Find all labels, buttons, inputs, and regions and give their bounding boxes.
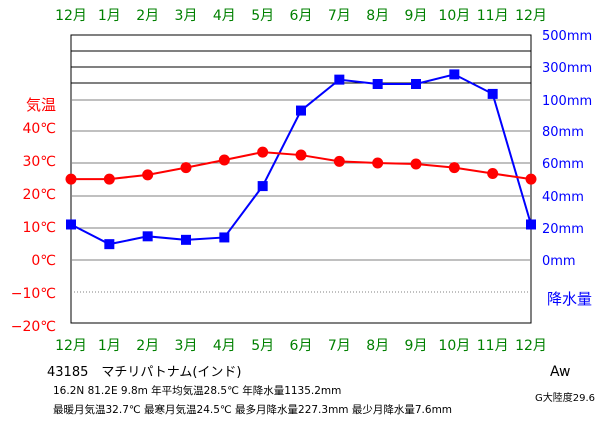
precipitation-point	[257, 181, 268, 192]
bottom-month-label: 7月	[328, 338, 351, 354]
bottom-month-labels: 12月 1月 2月 3月 4月 5月 6月 7月 8月 9月 10月 11月 12月	[55, 338, 547, 354]
precipitation-tick-label: 20mm	[542, 222, 584, 237]
temperature-point	[295, 149, 307, 161]
temperature-point	[142, 169, 154, 181]
bottom-month-label: 6月	[290, 338, 313, 354]
bottom-month-label: 4月	[213, 338, 236, 354]
precipitation-tick-label: 60mm	[542, 157, 584, 172]
temperature-tick-label: 20℃	[22, 187, 56, 203]
station-stats-line-2: 最暖月気温32.7℃ 最寒月気温24.5℃ 最多月降水量227.3mm 最少月降…	[53, 404, 453, 416]
bottom-month-label: 9月	[405, 338, 428, 354]
temperature-series	[65, 146, 537, 185]
top-month-label: 10月	[438, 8, 470, 24]
top-month-label: 6月	[290, 8, 313, 24]
precipitation-point	[296, 105, 306, 116]
temperature-point	[65, 173, 77, 185]
precipitation-series	[66, 69, 536, 250]
precipitation-tick-label: 0mm	[542, 254, 576, 269]
precipitation-tick-label: 300mm	[542, 61, 592, 76]
top-month-label: 4月	[213, 8, 236, 24]
bottom-month-label: 10月	[438, 338, 470, 354]
temperature-tick-label: 40℃	[22, 121, 56, 137]
bottom-month-label: 12月	[55, 338, 87, 354]
precipitation-point	[181, 234, 191, 245]
temperature-point	[487, 168, 499, 180]
continentality-index: G大陸度29.6	[535, 393, 596, 404]
bottom-month-label: 8月	[366, 338, 389, 354]
temperature-point	[103, 173, 115, 185]
top-month-label: 12月	[515, 8, 547, 24]
precipitation-point	[142, 231, 153, 242]
precipitation-point	[334, 74, 345, 85]
temperature-tick-label: 0℃	[31, 253, 56, 269]
bottom-month-label: 3月	[175, 338, 198, 354]
bottom-month-label: 1月	[98, 338, 121, 354]
temperature-tick-label: −10℃	[11, 286, 56, 302]
precipitation-point	[219, 232, 230, 243]
precipitation-tick-label: 80mm	[542, 125, 584, 140]
precipitation-tick-label: 40mm	[542, 190, 584, 205]
top-month-label: 11月	[477, 8, 509, 24]
temperature-tick-label: 30℃	[22, 154, 56, 170]
temperature-point	[372, 157, 384, 169]
temperature-tick-label: 10℃	[22, 220, 56, 236]
temperature-point	[257, 146, 269, 158]
temperature-point	[410, 158, 422, 170]
precipitation-point	[487, 88, 498, 99]
bottom-month-label: 12月	[515, 338, 547, 354]
top-month-label: 7月	[328, 8, 351, 24]
precipitation-point	[449, 69, 460, 80]
station-stats-line-1: 16.2N 81.2E 9.8m 年平均気温28.5℃ 年降水量1135.2mm	[53, 385, 342, 397]
bottom-month-label: 5月	[251, 338, 274, 354]
top-month-label: 8月	[366, 8, 389, 24]
temperature-point	[180, 162, 192, 174]
top-month-labels: 12月 1月 2月 3月 4月 5月 6月 7月 8月 9月 10月 11月 12月	[55, 8, 547, 24]
temperature-axis-title: 気温	[26, 96, 56, 114]
precipitation-point	[104, 239, 115, 250]
top-month-label: 9月	[405, 8, 428, 24]
temperature-tick-label: −20℃	[11, 319, 56, 335]
station-name: 43185 マチリパトナム(インド)	[47, 365, 242, 380]
precipitation-point	[526, 219, 536, 230]
chart-grid	[70, 34, 532, 324]
top-month-label: 3月	[175, 8, 198, 24]
temperature-axis: 気温 40℃ 30℃ 20℃ 10℃ 0℃ −10℃ −20℃	[11, 96, 56, 335]
temperature-point	[448, 162, 460, 174]
temperature-point	[218, 154, 230, 166]
precipitation-point	[411, 79, 421, 89]
precipitation-point	[66, 219, 76, 230]
bottom-month-label: 2月	[136, 338, 159, 354]
precipitation-axis: 500mm 300mm 100mm 80mm 60mm 40mm 20mm 0mm 降水量	[542, 29, 592, 308]
temperature-point	[525, 173, 537, 185]
top-month-label: 5月	[251, 8, 274, 24]
top-month-label: 2月	[136, 8, 159, 24]
precipitation-tick-label: 500mm	[542, 29, 592, 44]
precipitation-point	[372, 79, 383, 89]
top-month-label: 12月	[55, 8, 87, 24]
temperature-point	[333, 155, 345, 167]
precipitation-tick-label: 100mm	[542, 94, 592, 109]
precipitation-axis-title: 降水量	[547, 290, 592, 308]
top-month-label: 1月	[98, 8, 121, 24]
bottom-month-label: 11月	[477, 338, 509, 354]
climate-type: Aw	[550, 364, 571, 380]
